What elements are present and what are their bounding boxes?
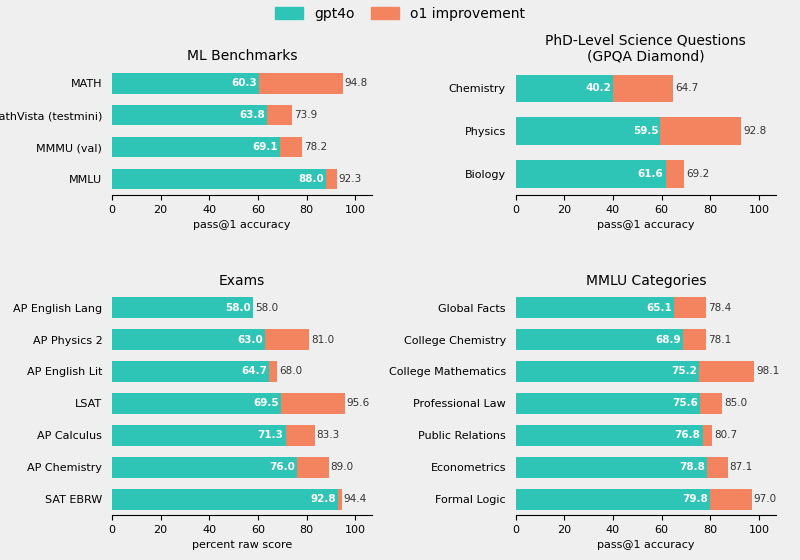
- Text: 81.0: 81.0: [311, 334, 334, 344]
- Bar: [112, 73, 258, 94]
- Bar: [266, 329, 309, 350]
- Bar: [270, 361, 278, 382]
- Text: 68.0: 68.0: [279, 366, 302, 376]
- Bar: [674, 297, 706, 318]
- Legend: gpt4o, o1 improvement: gpt4o, o1 improvement: [270, 1, 530, 26]
- Text: 68.9: 68.9: [656, 334, 682, 344]
- Text: 69.1: 69.1: [253, 142, 278, 152]
- Text: 89.0: 89.0: [330, 463, 354, 472]
- Bar: [112, 393, 281, 414]
- Bar: [516, 425, 702, 446]
- Text: 58.0: 58.0: [226, 302, 251, 312]
- Text: 64.7: 64.7: [675, 83, 698, 94]
- Text: 76.8: 76.8: [674, 430, 701, 440]
- Text: 79.8: 79.8: [682, 494, 708, 504]
- Text: 87.1: 87.1: [730, 463, 753, 472]
- Bar: [267, 105, 292, 125]
- Text: 92.8: 92.8: [310, 494, 336, 504]
- Bar: [112, 105, 267, 125]
- Title: PhD-Level Science Questions
(GPQA Diamond): PhD-Level Science Questions (GPQA Diamon…: [546, 33, 746, 63]
- Text: 80.7: 80.7: [714, 430, 737, 440]
- Text: 58.0: 58.0: [255, 302, 278, 312]
- Text: 88.0: 88.0: [298, 174, 324, 184]
- Text: 78.1: 78.1: [708, 334, 731, 344]
- Bar: [516, 160, 666, 188]
- Bar: [698, 361, 754, 382]
- Bar: [516, 489, 710, 510]
- Bar: [516, 74, 614, 102]
- Text: 94.8: 94.8: [345, 78, 368, 88]
- Text: 75.6: 75.6: [672, 398, 698, 408]
- Bar: [661, 117, 742, 145]
- Bar: [683, 329, 706, 350]
- Bar: [112, 425, 286, 446]
- Text: 78.8: 78.8: [679, 463, 706, 472]
- Text: 95.6: 95.6: [346, 398, 370, 408]
- Text: 78.4: 78.4: [708, 302, 731, 312]
- Text: 78.2: 78.2: [304, 142, 327, 152]
- Text: 71.3: 71.3: [258, 430, 283, 440]
- Bar: [281, 393, 345, 414]
- Text: 85.0: 85.0: [725, 398, 747, 408]
- Text: 63.8: 63.8: [239, 110, 266, 120]
- Bar: [338, 489, 342, 510]
- X-axis label: pass@1 accuracy: pass@1 accuracy: [597, 540, 694, 550]
- Bar: [326, 169, 337, 189]
- Bar: [258, 73, 342, 94]
- Text: 69.2: 69.2: [686, 169, 710, 179]
- Text: 92.3: 92.3: [338, 174, 362, 184]
- Bar: [710, 489, 752, 510]
- Text: 69.5: 69.5: [254, 398, 279, 408]
- Text: 59.5: 59.5: [633, 126, 658, 136]
- X-axis label: pass@1 accuracy: pass@1 accuracy: [597, 220, 694, 230]
- Text: 94.4: 94.4: [344, 494, 367, 504]
- Bar: [516, 297, 674, 318]
- Bar: [516, 393, 699, 414]
- Text: 61.6: 61.6: [638, 169, 663, 179]
- Bar: [112, 169, 326, 189]
- Text: 65.1: 65.1: [646, 302, 672, 312]
- Bar: [699, 393, 722, 414]
- Bar: [516, 457, 707, 478]
- X-axis label: pass@1 accuracy: pass@1 accuracy: [194, 220, 291, 230]
- Bar: [112, 329, 266, 350]
- Bar: [702, 425, 712, 446]
- Bar: [516, 329, 683, 350]
- Text: 76.0: 76.0: [269, 463, 295, 472]
- Bar: [112, 489, 338, 510]
- Text: 64.7: 64.7: [242, 366, 267, 376]
- Bar: [666, 160, 684, 188]
- Text: 73.9: 73.9: [294, 110, 317, 120]
- Bar: [516, 361, 698, 382]
- Bar: [112, 297, 253, 318]
- Bar: [297, 457, 329, 478]
- Text: 75.2: 75.2: [670, 366, 697, 376]
- Bar: [112, 137, 280, 157]
- Text: 97.0: 97.0: [754, 494, 777, 504]
- X-axis label: percent raw score: percent raw score: [192, 540, 292, 550]
- Title: ML Benchmarks: ML Benchmarks: [187, 49, 298, 63]
- Bar: [280, 137, 302, 157]
- Bar: [112, 361, 270, 382]
- Bar: [112, 457, 297, 478]
- Bar: [516, 117, 661, 145]
- Text: 40.2: 40.2: [586, 83, 611, 94]
- Bar: [286, 425, 314, 446]
- Bar: [707, 457, 727, 478]
- Bar: [614, 74, 673, 102]
- Text: 83.3: 83.3: [317, 430, 340, 440]
- Text: 63.0: 63.0: [238, 334, 263, 344]
- Text: 60.3: 60.3: [231, 78, 257, 88]
- Title: MMLU Categories: MMLU Categories: [586, 274, 706, 288]
- Title: Exams: Exams: [219, 274, 266, 288]
- Text: 98.1: 98.1: [756, 366, 779, 376]
- Text: 92.8: 92.8: [743, 126, 766, 136]
